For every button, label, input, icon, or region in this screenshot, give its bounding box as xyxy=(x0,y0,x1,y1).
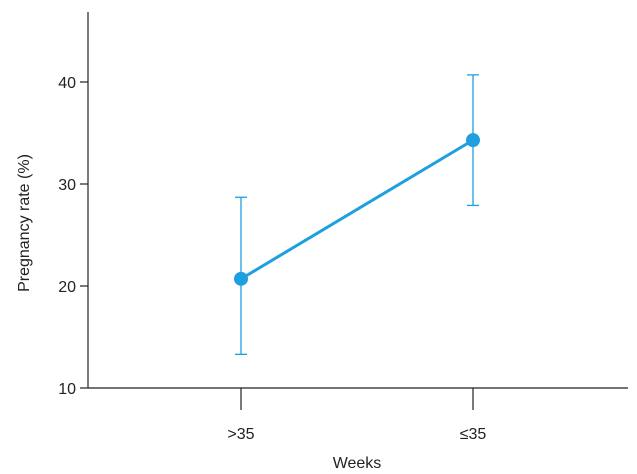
data-point xyxy=(234,271,248,286)
x-tick-label: >35 xyxy=(227,426,254,443)
y-tick-label: 30 xyxy=(58,177,76,194)
axes xyxy=(87,12,628,389)
y-tick-label: 10 xyxy=(58,381,76,398)
x-tick-label: ≤35 xyxy=(460,426,487,443)
data-point xyxy=(466,133,480,148)
y-axis-label: Pregnancy rate (%) xyxy=(16,154,33,292)
x-axis-label: Weeks xyxy=(333,455,382,472)
y-ticks: 10 20 30 40 xyxy=(58,75,88,398)
plot-area xyxy=(234,74,480,355)
y-tick-label: 20 xyxy=(58,279,76,296)
y-tick-label: 40 xyxy=(58,75,76,92)
x-ticks: >35 ≤35 xyxy=(227,388,486,443)
series-line xyxy=(240,138,474,281)
